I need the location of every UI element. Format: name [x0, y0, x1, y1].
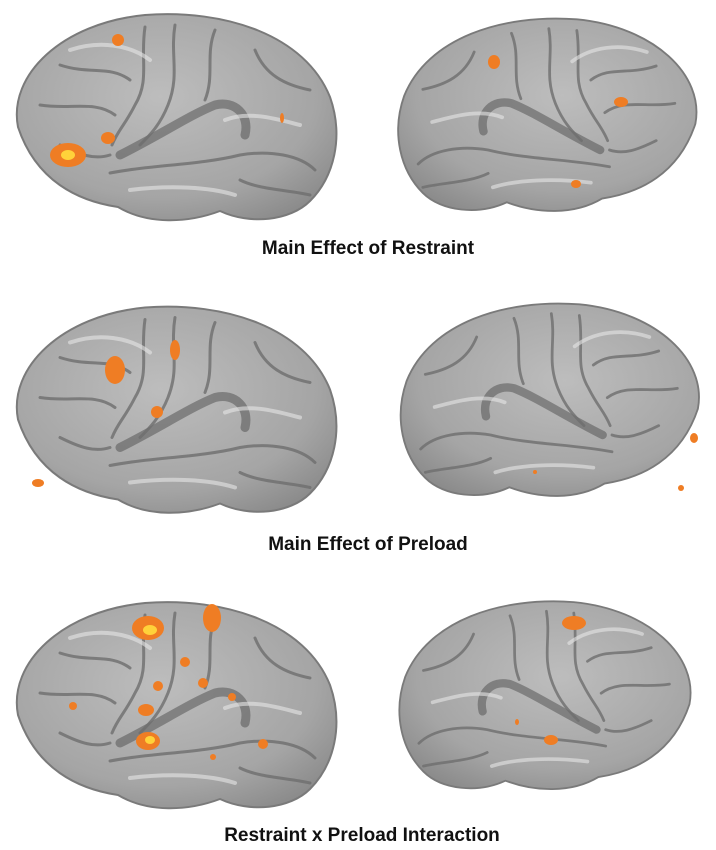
activation	[515, 719, 519, 725]
activation	[180, 657, 190, 667]
activation	[678, 485, 684, 491]
activation	[198, 678, 208, 688]
caption: Main Effect of Preload	[268, 534, 468, 555]
activation	[153, 681, 163, 691]
activation	[533, 470, 537, 474]
activation	[105, 356, 125, 384]
activations	[50, 34, 628, 188]
brain-left	[17, 14, 337, 220]
activation	[488, 55, 500, 69]
caption: Restraint x Preload Interaction	[224, 825, 500, 846]
activation	[614, 97, 628, 107]
activation	[151, 406, 163, 418]
activation	[145, 736, 155, 744]
activations	[69, 604, 586, 760]
activation	[562, 616, 586, 630]
activation	[101, 132, 115, 144]
activation	[32, 479, 44, 487]
activation	[690, 433, 698, 443]
brain-right	[398, 19, 696, 211]
activation	[69, 702, 77, 710]
activation	[112, 34, 124, 46]
caption: Main Effect of Restraint	[262, 238, 475, 259]
activation	[228, 693, 236, 701]
activation	[138, 704, 154, 716]
activations	[32, 340, 698, 491]
activation	[170, 340, 180, 360]
activation	[61, 150, 75, 160]
brain-right	[399, 601, 690, 789]
activation	[544, 735, 558, 745]
activation	[280, 113, 284, 123]
brain-left	[17, 602, 337, 808]
activation	[210, 754, 216, 760]
activation	[203, 604, 221, 632]
brain-right	[401, 304, 699, 496]
activation	[571, 180, 581, 188]
activation	[143, 625, 157, 635]
activation	[258, 739, 268, 749]
brain-left	[17, 307, 337, 513]
